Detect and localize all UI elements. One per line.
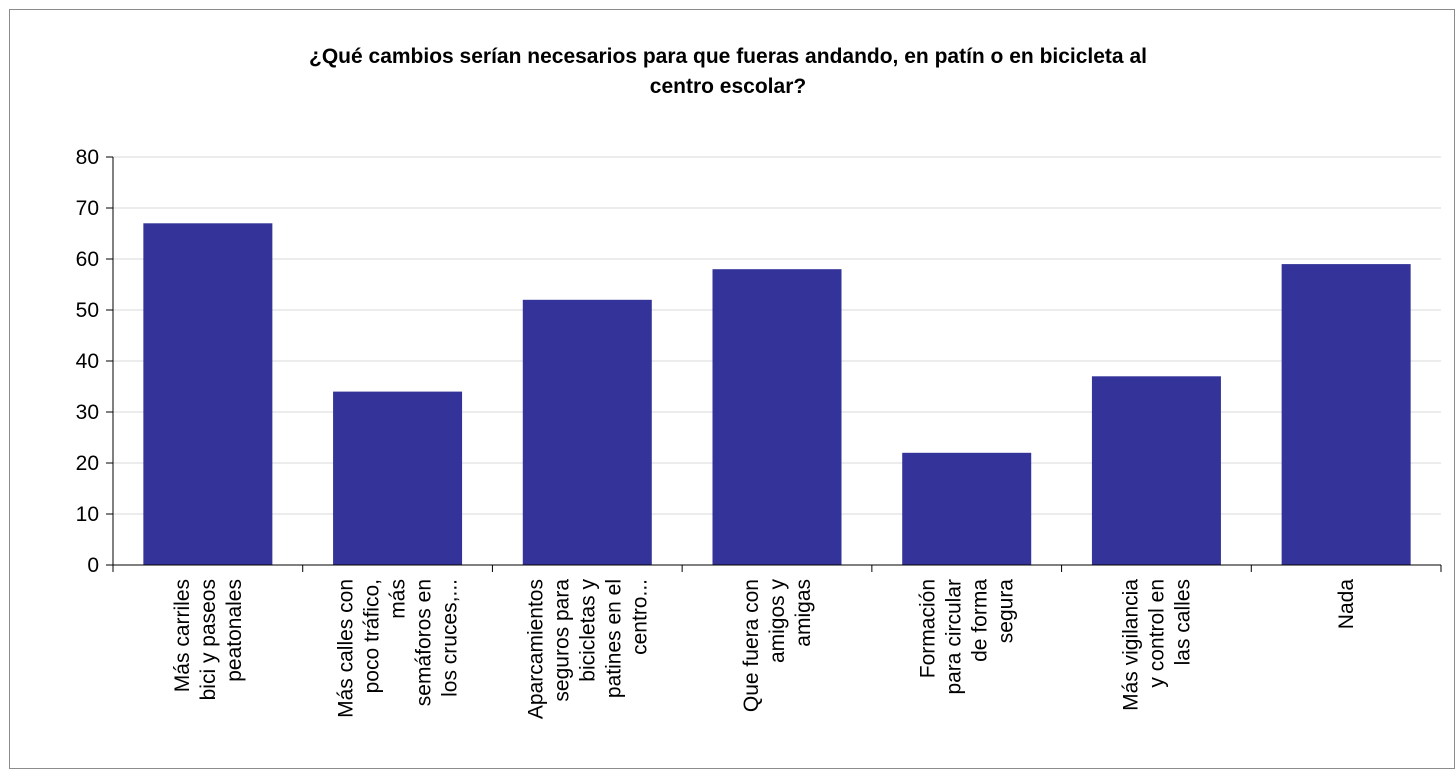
x-category-label-line: peatonales bbox=[223, 579, 246, 682]
bars bbox=[143, 223, 1411, 566]
chart-title: ¿Qué cambios serían necesarios para que … bbox=[309, 45, 1147, 98]
x-category-label-line: de forma bbox=[969, 579, 992, 662]
x-category-label-line: las calles bbox=[1171, 579, 1194, 665]
y-tick-label: 60 bbox=[76, 248, 99, 271]
x-category-label: Nada bbox=[1335, 579, 1358, 630]
x-tick-labels: Más carriles bici y paseos peatonales Más c… bbox=[171, 579, 1358, 720]
x-category-label-line: amigos y bbox=[766, 579, 789, 664]
x-category-label-line: centro... bbox=[628, 579, 651, 655]
x-category-label: Más calles con poco tráfico, más semáforos … bbox=[335, 579, 462, 718]
x-category-label: Más carriles bici y paseos peatonales bbox=[171, 579, 246, 700]
y-tick-label: 20 bbox=[76, 452, 99, 475]
x-category-label-line: Nada bbox=[1335, 579, 1358, 630]
x-category-label-line: Más vigilancia bbox=[1119, 579, 1142, 711]
x-category-label: Formación para circular de forma segura bbox=[917, 579, 1018, 695]
bar bbox=[712, 269, 842, 565]
bar bbox=[143, 223, 273, 566]
y-tick-label: 80 bbox=[76, 146, 99, 169]
bar bbox=[333, 391, 463, 565]
y-tick-label: 0 bbox=[87, 554, 99, 577]
y-tick-label: 70 bbox=[76, 197, 99, 220]
x-category-label-line: Formación bbox=[917, 579, 940, 678]
x-category-label: Más vigilancia y control en las calles bbox=[1119, 579, 1194, 711]
x-category-label-line: Más carriles bbox=[171, 579, 194, 692]
x-category-label-line: patines en el bbox=[602, 579, 625, 698]
x-category-label-line: seguros para bbox=[550, 579, 573, 702]
x-category-label-line: bici y paseos bbox=[197, 579, 220, 700]
x-category-label-line: y control en bbox=[1145, 579, 1168, 688]
axes bbox=[106, 156, 1442, 572]
x-category-label-line: segura bbox=[995, 579, 1018, 644]
y-tick-label: 10 bbox=[76, 503, 99, 526]
x-category-label-line: Más calles con bbox=[335, 579, 358, 718]
x-category-label-line: más bbox=[387, 579, 410, 619]
bar bbox=[522, 299, 652, 565]
x-category-label-line: amigas bbox=[792, 579, 815, 647]
y-tick-label: 50 bbox=[76, 299, 99, 322]
x-category-label: Que fuera con amigos y amigas bbox=[740, 579, 815, 713]
x-category-label-line: poco tráfico, bbox=[361, 579, 384, 693]
x-category-label-line: Que fuera con bbox=[740, 579, 763, 712]
bar bbox=[1281, 264, 1411, 565]
x-category-label: Aparcamientos seguros para bicicletas y pat… bbox=[524, 579, 651, 720]
y-tick-labels: 0 10 20 30 40 50 60 70 80 bbox=[76, 146, 99, 577]
x-category-label-line: Aparcamientos bbox=[524, 579, 547, 719]
bar bbox=[1091, 376, 1221, 565]
x-category-label-line: los cruces,... bbox=[439, 579, 462, 697]
x-category-label-line: para circular bbox=[943, 579, 966, 695]
x-category-label-line: semáforos en bbox=[413, 579, 436, 706]
y-tick-label: 30 bbox=[76, 401, 99, 424]
x-category-label-line: bicicletas y bbox=[576, 579, 599, 682]
bar bbox=[902, 452, 1032, 565]
y-tick-label: 40 bbox=[76, 350, 99, 373]
